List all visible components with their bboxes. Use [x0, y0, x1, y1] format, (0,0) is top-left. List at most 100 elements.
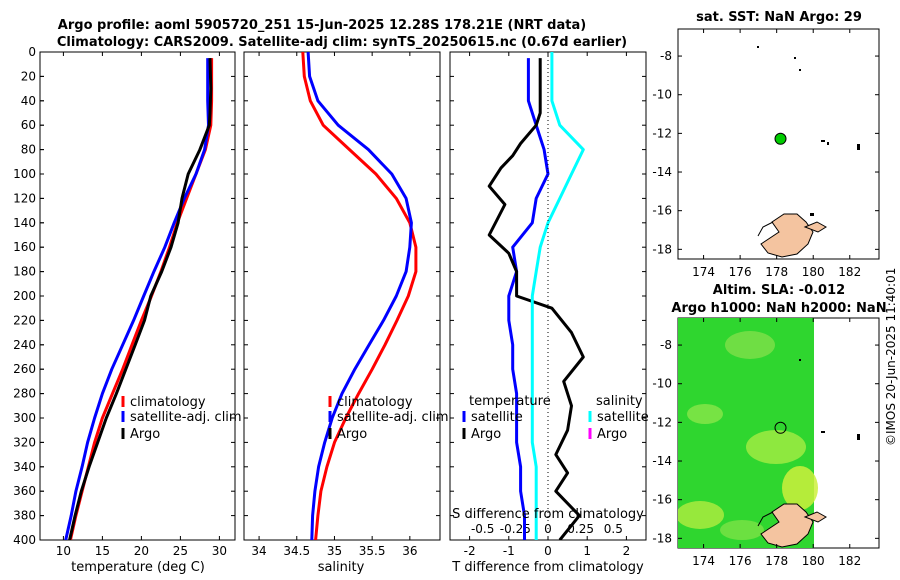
sla-map-title-line1: Altim. SLA: -0.012 — [713, 283, 845, 298]
top-tick-label: -0.25 — [500, 522, 531, 536]
islet — [799, 69, 801, 71]
top-tick-label: -0.5 — [471, 522, 494, 536]
series-line-satellite-adj-clim — [306, 52, 413, 540]
depth-tick-label: 60 — [21, 118, 36, 132]
islet — [827, 142, 829, 145]
islet — [757, 46, 759, 48]
x-tick-label: 35.5 — [359, 544, 386, 558]
sla-anomaly — [725, 331, 775, 359]
depth-tick-label: 360 — [13, 484, 36, 498]
figure-title-line1: Argo profile: aoml 5905720_251 15-Jun-20… — [58, 18, 586, 33]
depth-tick-label: 180 — [13, 265, 36, 279]
temperature-legend: climatology satellite-adj. clim Argo — [121, 395, 242, 442]
legend-label-climatology: climatology — [337, 395, 413, 410]
reef-line — [757, 511, 774, 527]
depth-tick-label: 100 — [13, 167, 36, 181]
depth-tick-label: 340 — [13, 460, 36, 474]
depth-tick-label: 380 — [13, 509, 36, 523]
sla-anomaly — [678, 501, 724, 529]
depth-tick-label: 300 — [13, 411, 36, 425]
series-line-temperature-satellite — [507, 58, 550, 540]
legend-label-argo: Argo — [130, 427, 160, 442]
island-fiji — [760, 503, 814, 548]
salinity-x-axis: 34 34.5 35 35.5 36 — [244, 51, 440, 558]
sla-map-axes: 174 176 178 180 182 -8 -10 -12 -14 -16 -18 — [652, 318, 879, 568]
map-x-tick-label: 176 — [729, 554, 752, 568]
map-y-tick-label: -10 — [652, 88, 672, 102]
temperature-x-axis: 10 15 20 25 30 — [40, 51, 235, 558]
legend-label-satellite: satellite-adj. clim — [337, 410, 449, 425]
salinity-lines — [301, 52, 418, 540]
x-tick-label: 36 — [402, 544, 417, 558]
depth-tick-label: 260 — [13, 362, 36, 376]
sla-map-points — [774, 421, 787, 434]
difference-top-label: S difference from climatology — [452, 507, 644, 522]
islet — [799, 359, 801, 361]
island-fiji — [760, 213, 814, 258]
series-line-argo — [68, 58, 213, 540]
islet — [857, 144, 860, 150]
x-tick-label: 35 — [327, 544, 342, 558]
x-tick-label: 10 — [56, 544, 71, 558]
x-tick-label: 25 — [173, 544, 188, 558]
x-tick-label: 20 — [134, 544, 149, 558]
islet — [857, 434, 860, 440]
depth-tick-label: 120 — [13, 191, 36, 205]
argo-float-marker — [774, 132, 787, 145]
legend-header-temperature: temperature — [469, 394, 551, 409]
series-line-salinity-satellite — [530, 52, 585, 540]
x-tick-label: 2 — [623, 544, 631, 558]
sla-anomaly — [746, 430, 806, 464]
legend-label-sal-satellite: satellite — [597, 410, 649, 425]
series-line-climatology — [301, 52, 418, 540]
sla-heatmap — [678, 318, 860, 548]
depth-tick-label: 160 — [13, 240, 36, 254]
legend-label-temp-satellite: satellite — [471, 410, 523, 425]
x-tick-label: 15 — [95, 544, 110, 558]
map-x-tick-label: 176 — [729, 265, 752, 279]
series-line-temperature-argo — [487, 58, 585, 540]
depth-tick-label: 0 — [28, 45, 36, 59]
map-x-tick-label: 182 — [838, 265, 861, 279]
map-x-tick-label: 182 — [838, 554, 861, 568]
depth-tick-label: 240 — [13, 338, 36, 352]
depth-tick-label: 220 — [13, 313, 36, 327]
legend-label-argo: Argo — [337, 427, 367, 442]
map-y-tick-label: -8 — [660, 338, 672, 352]
sla-anomaly — [782, 466, 818, 510]
temperature-xlabel: temperature (deg C) — [71, 560, 205, 575]
map-x-tick-label: 178 — [765, 265, 788, 279]
legend-label-climatology: climatology — [130, 395, 206, 410]
salinity-panel — [243, 51, 441, 541]
temperature-lines — [64, 58, 214, 540]
temperature-panel — [39, 51, 236, 541]
difference-lines — [487, 52, 585, 540]
sla-anomaly — [687, 404, 723, 424]
depth-tick-label: 140 — [13, 216, 36, 230]
sst-map-axes: 174 176 178 180 182 -8 -10 -12 -14 -16 -18 — [652, 29, 879, 279]
depth-tick-label: 400 — [13, 533, 36, 547]
map-y-tick-label: -14 — [652, 454, 672, 468]
legend-label-sal-argo: Argo — [597, 427, 627, 442]
map-y-tick-label: -14 — [652, 165, 672, 179]
map-x-tick-label: 174 — [692, 265, 715, 279]
x-tick-label: 34 — [251, 544, 266, 558]
x-tick-label: -2 — [464, 544, 476, 558]
legend-header-salinity: salinity — [596, 394, 643, 409]
map-x-tick-label: 174 — [692, 554, 715, 568]
sst-map-coastlines — [757, 46, 860, 258]
legend-label-satellite: satellite-adj. clim — [130, 410, 242, 425]
map-y-tick-label: -12 — [652, 126, 672, 140]
depth-tick-label: 20 — [21, 69, 36, 83]
depth-tick-label: 280 — [13, 387, 36, 401]
map-y-tick-label: -16 — [652, 204, 672, 218]
top-tick-label: 0.5 — [604, 522, 623, 536]
salinity-legend: climatology satellite-adj. clim Argo — [328, 395, 449, 442]
salinity-xlabel: salinity — [318, 560, 365, 575]
difference-xlabel: T difference from climatology — [451, 560, 644, 575]
top-tick-label: 0.25 — [567, 522, 594, 536]
sla-anomaly — [720, 520, 764, 540]
depth-tick-label: 320 — [13, 435, 36, 449]
x-tick-label: 30 — [212, 544, 227, 558]
